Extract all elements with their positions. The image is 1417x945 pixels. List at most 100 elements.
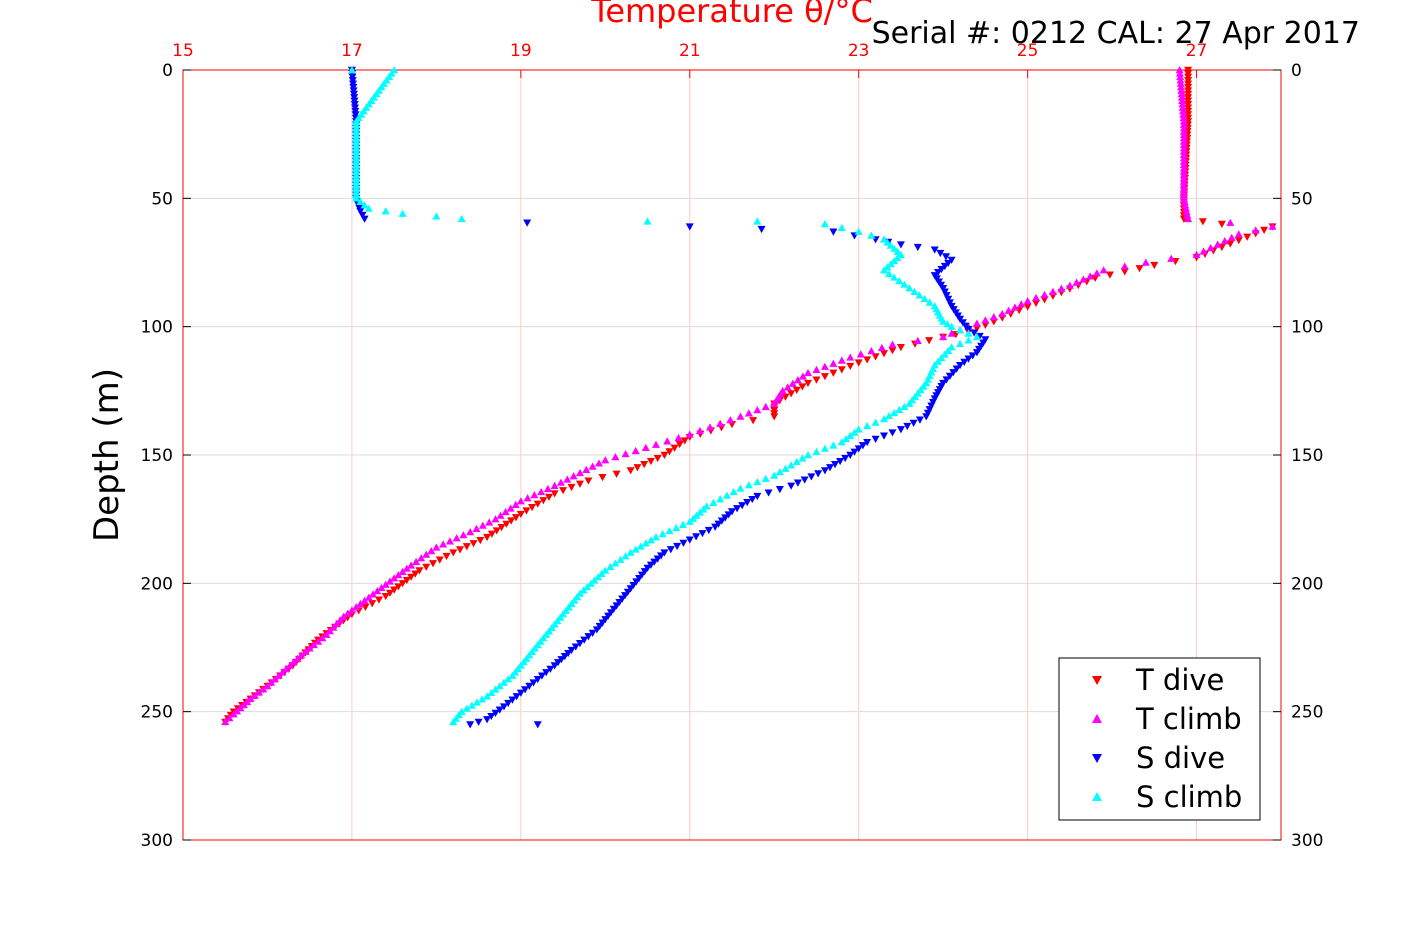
legend-marker-t-climb (1092, 714, 1102, 723)
data-point-t-dive (390, 586, 399, 594)
data-point-t-climb (1176, 79, 1185, 87)
data-point-s-dive (936, 249, 945, 258)
data-point-t-climb (285, 661, 294, 669)
y-tick-label-right: 100 (1291, 318, 1323, 338)
data-point-t-dive (1091, 274, 1100, 282)
data-point-s-climb (956, 326, 965, 334)
data-point-t-dive (429, 560, 438, 568)
data-point-s-climb (736, 484, 745, 492)
data-point-t-dive (626, 467, 635, 475)
data-point-t-climb (1179, 110, 1188, 118)
data-point-t-dive (374, 596, 383, 604)
y-tick-label-right: 200 (1291, 574, 1323, 594)
data-point-s-dive (592, 626, 601, 634)
data-point-t-climb (398, 567, 407, 575)
data-point-s-dive (793, 479, 802, 487)
data-point-s-climb (679, 520, 688, 529)
data-point-t-climb (325, 627, 334, 635)
data-point-t-dive (394, 583, 403, 591)
data-point-t-climb (318, 634, 327, 642)
data-point-t-dive (1135, 265, 1144, 273)
data-point-t-climb (478, 521, 487, 529)
data-point-t-climb (336, 616, 345, 624)
data-point-t-dive (483, 533, 492, 542)
data-point-s-climb (646, 536, 655, 544)
data-point-s-dive (903, 422, 912, 431)
data-point-t-dive (820, 373, 829, 381)
data-point-s-dive (757, 225, 766, 234)
data-point-s-climb (854, 425, 863, 433)
data-point-t-dive (675, 441, 684, 449)
data-point-s-dive (580, 636, 589, 644)
data-point-t-dive (516, 510, 525, 519)
data-point-s-climb (812, 447, 821, 455)
data-point-t-climb (459, 531, 468, 539)
data-point-t-dive (660, 451, 669, 459)
data-point-t-climb (377, 583, 386, 592)
data-point-t-climb (1175, 69, 1184, 77)
data-point-s-climb (626, 548, 635, 556)
data-point-t-dive (612, 470, 621, 478)
data-point-t-climb (1181, 201, 1190, 209)
data-point-s-climb (398, 209, 407, 217)
data-point-t-dive (871, 353, 880, 361)
data-point-s-climb (457, 214, 466, 223)
data-point-t-dive (653, 454, 662, 463)
data-point-s-climb (761, 474, 770, 482)
data-point-s-climb (699, 505, 708, 513)
data-point-t-climb (972, 319, 981, 327)
data-point-t-dive (1226, 240, 1235, 248)
data-point-s-climb (829, 441, 838, 449)
data-point-s-climb (956, 339, 965, 347)
data-point-t-climb (685, 430, 694, 438)
data-point-t-climb (1177, 86, 1186, 94)
data-point-t-dive (1120, 268, 1129, 276)
data-point-t-climb (1251, 226, 1260, 234)
data-point-s-dive (863, 438, 872, 447)
data-point-s-climb (621, 552, 630, 560)
data-point-t-climb (270, 675, 279, 683)
data-point-s-dive (831, 461, 840, 469)
data-point-s-climb (804, 451, 813, 459)
data-point-s-climb (910, 287, 919, 295)
data-point-s-dive (748, 495, 757, 504)
data-point-t-climb (289, 658, 298, 666)
data-point-t-climb (981, 316, 990, 324)
data-point-s-climb (672, 523, 681, 532)
y-tick-label-right: 50 (1291, 189, 1313, 209)
data-point-s-climb (685, 517, 694, 525)
data-point-t-climb (343, 609, 352, 617)
data-point-s-climb (594, 573, 603, 581)
data-point-t-climb (360, 596, 369, 604)
data-point-t-climb (1176, 72, 1185, 81)
data-point-s-dive (692, 533, 701, 541)
data-point-s-dive (858, 442, 867, 450)
data-point-s-climb (905, 399, 914, 407)
data-point-t-climb (466, 528, 475, 536)
data-marks (221, 66, 1277, 729)
data-point-t-dive (522, 507, 531, 515)
data-point-t-climb (663, 437, 672, 445)
data-point-s-climb (934, 357, 943, 365)
data-point-t-climb (314, 637, 323, 645)
data-point-t-climb (422, 550, 431, 558)
data-point-s-dive (820, 467, 829, 475)
data-point-s-dive (970, 329, 979, 337)
data-point-s-dive (571, 643, 580, 651)
data-point-t-dive (368, 600, 377, 608)
data-point-s-climb (491, 685, 500, 693)
data-point-t-climb (274, 671, 283, 679)
data-point-s-climb (467, 701, 476, 709)
legend-box (1058, 657, 1261, 821)
data-point-s-dive (800, 476, 809, 484)
data-point-t-dive (896, 344, 905, 352)
data-point-t-climb (601, 456, 610, 464)
data-point-t-climb (812, 365, 821, 373)
data-point-t-climb (246, 694, 255, 703)
x-tick-label: 17 (341, 41, 363, 61)
data-point-t-dive (598, 474, 607, 482)
data-point-s-climb (449, 717, 458, 726)
y-tick-label: 0 (162, 61, 173, 81)
data-point-s-climb (753, 477, 762, 486)
data-point-t-climb (1010, 303, 1019, 311)
